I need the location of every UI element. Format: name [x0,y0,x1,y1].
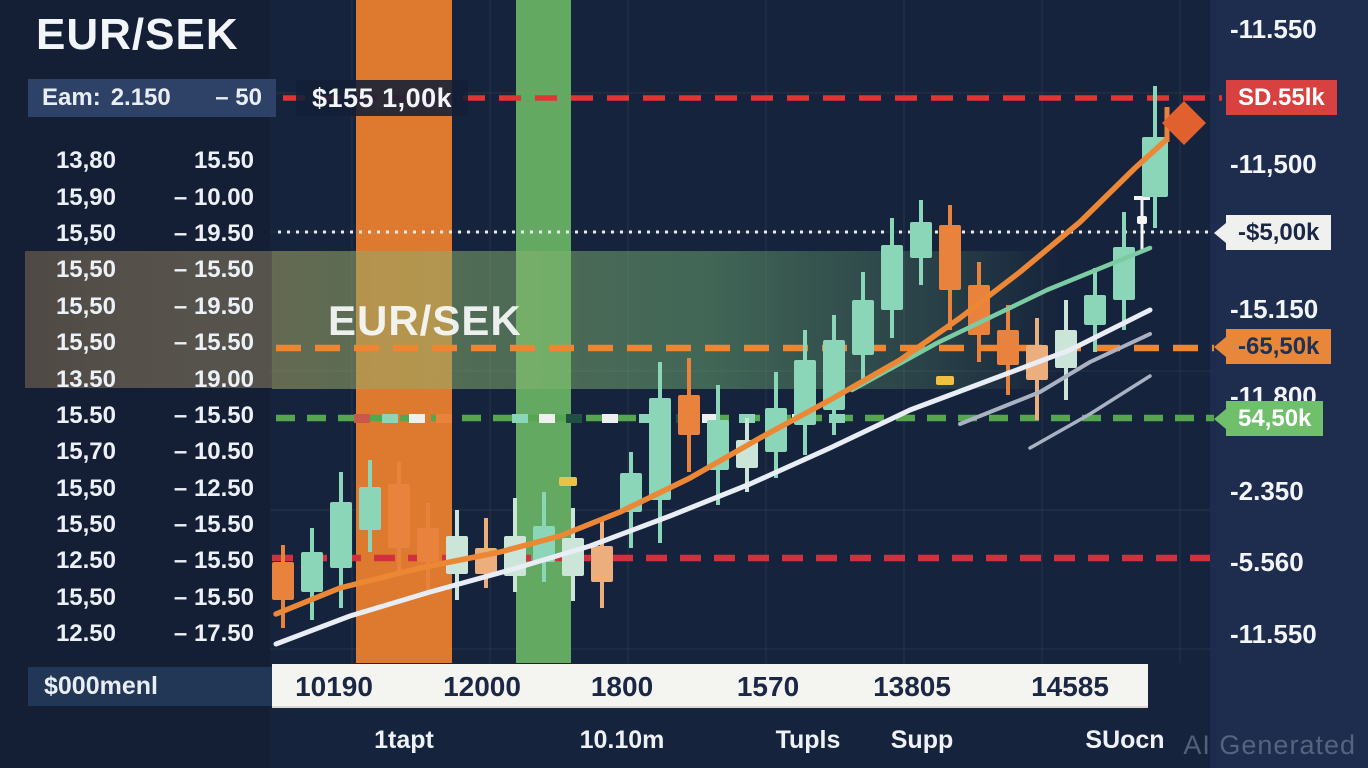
candle-up [881,218,903,338]
price-col-2: – 17.50 [173,620,254,648]
quote-box[interactable]: Eam: 2.150 – 50 [28,79,276,117]
price-row: 15,50 – 12.50 [0,471,256,507]
x-axis-label: 10190 [295,671,373,702]
price-row: 15,50 – 15.50 [0,580,256,616]
candle-up [533,492,555,582]
ma-line-orange [273,137,1169,617]
price-row: 15,50 – 19.50 [0,216,256,252]
price-row: 15,70 – 10.50 [0,434,256,470]
gold-tick-marker [559,477,577,486]
price-row: 15,50 – 15.50 [0,325,256,361]
candle-down [388,462,410,572]
price-row: 15,90 – 10.00 [0,179,256,215]
price-col-2: – 15.50 [173,401,254,429]
pair-watermark: EUR/SEK [328,297,522,344]
ma-line-gray-2 [1028,374,1152,450]
right-panel-background [1210,0,1368,768]
price-col-2: – 19.50 [173,219,254,247]
price-col-1: 13,80 [55,147,116,175]
price-col-2: 19.00 [193,365,254,393]
candle-up [1134,196,1150,252]
bottom-axis-label: 1tapt [374,726,434,754]
price-col-2: – 10.00 [173,183,254,211]
price-list: 13,80 15.50 15,90 – 10.00 15,50 – 19.50 15,50 –… [0,143,256,652]
x-axis-label: 14585 [1031,671,1109,702]
price-col-1: 15,50 [55,256,116,284]
x-axis-strip [272,664,1148,708]
x-axis-label: 12000 [443,671,521,702]
bottom-axis-label: Supp [890,726,954,754]
price-col-1: 15,50 [55,511,116,539]
price-col-2: – 15.50 [173,583,254,611]
candle-up [910,200,932,285]
price-col-1: 15,50 [55,329,116,357]
price-col-1: 12.50 [55,620,116,648]
price-col-1: 15,50 [55,292,116,320]
ai-generated-watermark: AI Generated [1183,730,1356,760]
price-col-2: – 12.50 [173,474,254,502]
price-row: 15,50 – 15.50 [0,252,256,288]
bottom-axis-label: SUocn [1085,726,1165,754]
ma-line-seagreen [849,245,1153,393]
bottom-axis-label: 10.10m [579,726,665,754]
price-col-1: 12.50 [55,547,116,575]
price-col-1: 15,50 [55,583,116,611]
horizontal-highlight-band [25,251,272,388]
quote-label: Eam: [42,84,101,111]
price-row: 13.50 19.00 [0,361,256,397]
price-col-2: – 15.50 [173,511,254,539]
price-row: 12.50 – 15.50 [0,543,256,579]
price-col-2: – 15.50 [173,329,254,357]
price-row: 15.50 – 15.50 [0,398,256,434]
price-row: 15,50 – 19.50 [0,289,256,325]
price-col-1: 15,90 [55,183,116,211]
price-col-1: 15,50 [55,219,116,247]
candle-up [1142,86,1168,228]
quote-value: 2.150 [110,84,171,111]
price-row: 15,50 – 15.50 [0,507,256,543]
candle-down [417,503,439,590]
price-col-2: – 19.50 [173,292,254,320]
candle-down [678,358,700,472]
candle-down [591,520,613,608]
x-axis-label: 1800 [590,671,654,702]
gold-tick-marker [936,376,954,385]
candle-up [649,362,671,543]
horizontal-highlight-band [272,251,1062,389]
candle-down [939,205,961,330]
price-col-2: 15.50 [193,147,254,175]
price-col-2: – 10.50 [173,438,254,466]
ma-line-gray [958,332,1152,426]
breakout-arrow-icon [1162,101,1206,145]
x-axis-label: 1570 [736,671,800,702]
price-col-2: – 15.50 [173,547,254,575]
x-axis-label: 13805 [873,671,951,702]
bottom-axis-label: Tupls [775,726,841,754]
price-col-1: 15,70 [55,438,116,466]
price-col-1: 15.50 [55,401,116,429]
price-col-2: – 15.50 [173,256,254,284]
page-title: EUR/SEK [36,10,239,59]
volume-chip[interactable]: $000menl [28,667,280,706]
candle-down [272,545,294,628]
quote-change: – 50 [215,84,262,111]
candle-up [301,528,323,620]
candle-up [359,460,381,552]
ma-line-white [273,307,1153,647]
price-row: 13,80 15.50 [0,143,256,179]
price-row: 12.50 – 17.50 [0,616,256,652]
resistance-level-label: $155 1,00k [296,80,469,116]
price-col-1: 13.50 [55,365,116,393]
candle-down [997,305,1019,395]
price-col-1: 15,50 [55,474,116,502]
candle-up [852,272,874,382]
